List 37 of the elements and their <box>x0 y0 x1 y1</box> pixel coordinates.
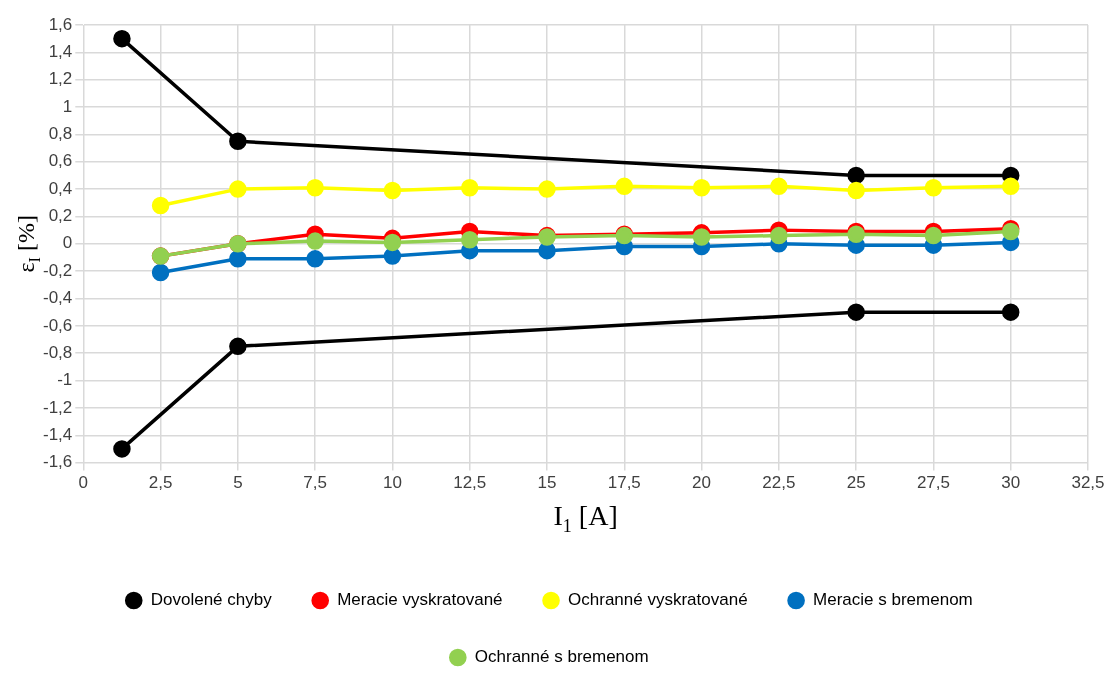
x-tick-label: 17,5 <box>607 473 641 493</box>
y-tick-label: 0,2 <box>48 206 73 226</box>
x-tick-label: 20 <box>692 473 712 493</box>
y-tick-label: 0,6 <box>48 151 73 171</box>
y-tick-label: -1,4 <box>43 424 73 444</box>
y-tick-label: -0,8 <box>43 342 73 362</box>
y-axis-title: εI [%] <box>13 215 43 273</box>
x-tick-label: 12,5 <box>453 473 487 493</box>
y-tick-label: -1,6 <box>43 452 73 472</box>
x-tick-label: 0 <box>78 473 89 493</box>
x-tick-label: 7,5 <box>303 473 327 493</box>
x-tick-label: 32,5 <box>1071 473 1105 493</box>
legend-label: Dovolené chyby <box>150 590 273 610</box>
x-tick-label: 10 <box>382 473 402 493</box>
x-tick-label: 30 <box>1001 473 1021 493</box>
x-tick-label: 22,5 <box>762 473 796 493</box>
y-tick-label: -0,6 <box>43 315 73 335</box>
x-tick-label: 5 <box>233 473 243 493</box>
y-tick-label: 0,4 <box>48 178 73 198</box>
x-tick-label: 27,5 <box>916 473 950 493</box>
y-tick-label: 0,8 <box>48 124 73 144</box>
x-tick-label: 15 <box>537 473 557 493</box>
y-tick-label: -1 <box>57 370 73 390</box>
legend-label: Ochranné s bremenom <box>474 647 649 667</box>
y-tick-label: -0,4 <box>43 288 73 308</box>
legend-label: Meracie s bremenom <box>813 590 973 610</box>
y-tick-label: -0,2 <box>43 260 73 280</box>
y-tick-label: 1,2 <box>48 69 73 89</box>
y-tick-label: 0 <box>62 233 73 253</box>
x-tick-label: 2,5 <box>148 473 173 493</box>
x-tick-label: 25 <box>846 473 866 493</box>
y-tick-label: -1,2 <box>43 397 73 417</box>
y-tick-label: 1 <box>62 96 73 116</box>
legend-label: Ochranné vyskratované <box>568 590 748 610</box>
y-tick-label: 1,6 <box>48 14 73 34</box>
legend-label: Meracie vyskratované <box>337 590 503 610</box>
y-tick-label: 1,4 <box>48 42 73 62</box>
